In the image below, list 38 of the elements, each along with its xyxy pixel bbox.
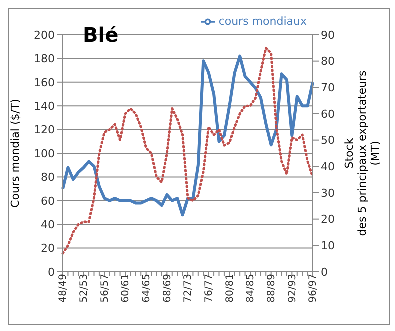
x-tick-label: 80/81 [224,274,236,303]
y2-tick-label: 40 [321,160,335,174]
y-tick-label: 60 [41,194,55,208]
y-tick-label: 200 [34,28,55,42]
x-tick-label: 72/73 [183,274,194,303]
x-tick-label: 48/49 [58,274,70,303]
y2-tick-label: 30 [321,186,335,200]
x-tick-label: 76/77 [204,274,215,303]
x-tick-label: 64/65 [141,274,152,303]
x-tick-label: 68/69 [162,274,174,303]
y-tick-label: 140 [34,100,55,114]
y2-axis-title: Stock des 5 principaux exportateurs (MT) [343,70,382,236]
y-tick-label: 100 [34,147,55,160]
y2-tick-label: 50 [321,134,335,148]
x-tick-label: 88/89 [266,274,278,303]
legend-label: cours mondiaux [218,15,307,28]
y2-tick-label: 0 [321,266,328,279]
x-tick-label: 52/53 [78,274,90,303]
y2-tick-label: 70 [321,82,335,95]
x-tick-label: 84/85 [246,274,257,303]
y-tick-label: 180 [34,52,55,66]
x-tick-label: 60/61 [120,274,132,303]
y-tick-label: 80 [41,171,55,184]
y-tick-label: 160 [34,76,55,90]
y-tick-label: 40 [41,218,55,232]
y2-tick-label: 60 [321,108,335,121]
x-tick-label: 96/97 [308,274,320,303]
y2-tick-label: 90 [321,28,335,42]
y2-tick-label: 10 [321,240,335,253]
chart-title: Blé [83,23,119,47]
x-tick-label: 56/57 [100,274,111,303]
y-tick-label: 0 [48,266,55,279]
y-axis-title: Cours mondial ($/T) [8,99,22,208]
x-tick-label: 92/93 [287,274,298,303]
y2-tick-label: 20 [321,213,335,226]
y-tick-label: 120 [34,124,55,137]
y2-tick-label: 80 [321,55,335,68]
y-tick-label: 20 [41,242,55,256]
